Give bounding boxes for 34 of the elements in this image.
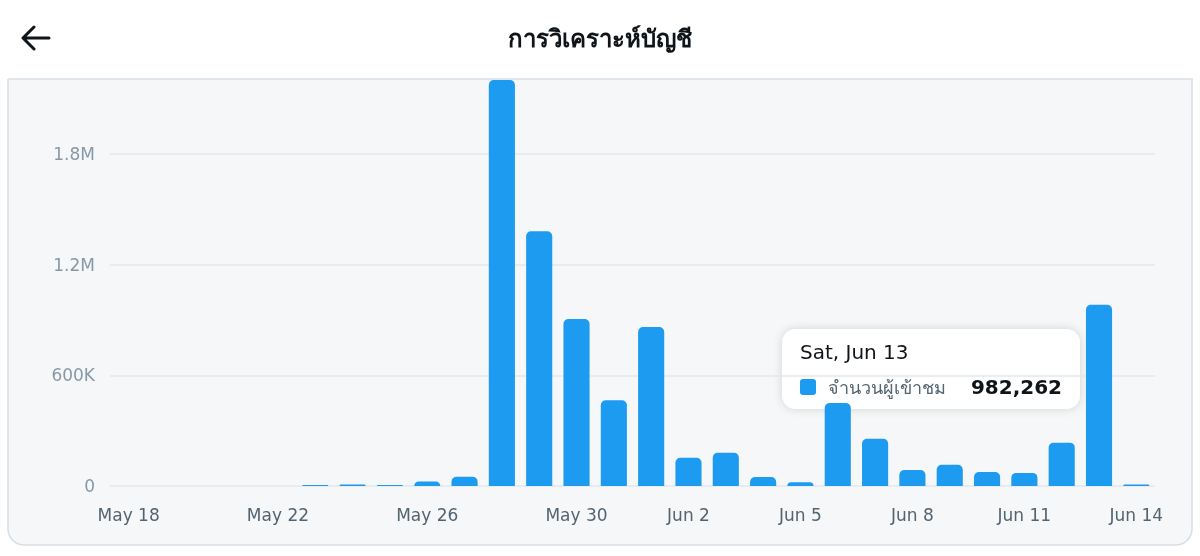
y-tick-label: 600K — [51, 365, 96, 386]
x-tick-label: Jun 11 — [996, 504, 1052, 525]
bar — [563, 318, 590, 486]
bar — [1085, 304, 1113, 486]
y-tick-label: 1.8M — [53, 143, 95, 164]
bar — [862, 438, 889, 486]
x-tick-label: Jun 2 — [666, 504, 710, 525]
bar — [526, 231, 553, 486]
y-tick-label: 1.2M — [53, 254, 95, 275]
x-tick-label: May 22 — [246, 504, 310, 525]
bar — [488, 80, 515, 486]
bar — [973, 471, 1001, 486]
annotation: Sat, Jun 13 — [800, 340, 909, 364]
annotation: 982,262 — [970, 375, 1062, 399]
bar — [936, 464, 963, 486]
x-tick-label: May 30 — [545, 504, 608, 525]
bar — [638, 326, 665, 486]
x-tick-label: Jun 5 — [778, 504, 822, 525]
y-tick-label: 0 — [84, 476, 95, 496]
bar — [600, 400, 627, 486]
legend-label: จำนวนผู้เข้าชม — [828, 376, 946, 399]
chart-title: การวิเคราะห์บัญชี — [508, 25, 692, 53]
x-tick-label: Jun 8 — [890, 504, 934, 525]
bar — [750, 476, 777, 486]
bar — [1048, 442, 1075, 486]
x-tick-label: Jun 14 — [1108, 504, 1164, 525]
bar — [712, 452, 739, 486]
bar — [824, 402, 851, 486]
x-tick-label: May 18 — [97, 504, 160, 525]
bar — [899, 469, 926, 486]
bar — [675, 457, 702, 486]
x-tick-label: May 26 — [396, 504, 459, 525]
bar — [451, 476, 478, 486]
bar — [1011, 472, 1038, 486]
